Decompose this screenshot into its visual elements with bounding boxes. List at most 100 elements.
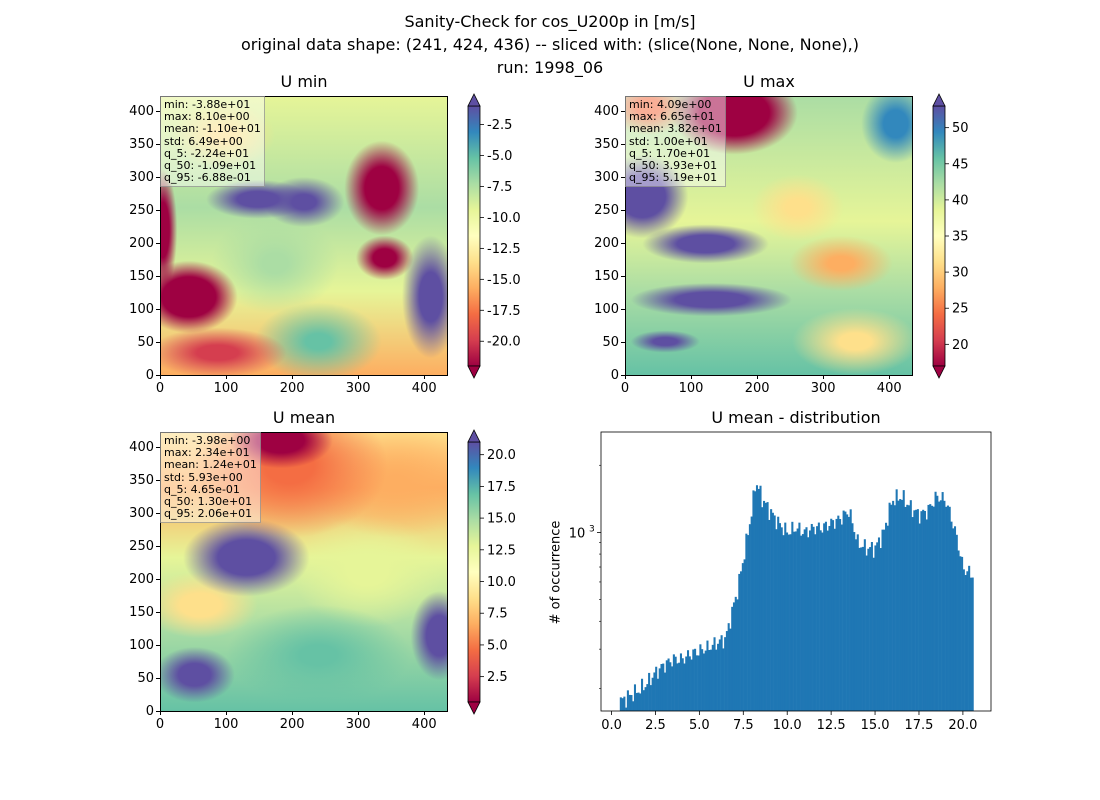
hist-bar [851,523,854,711]
colorbar-extend-max [932,93,946,107]
y-tick-mark [621,209,625,211]
hist-bar [793,531,796,711]
y-tick-mark [621,308,625,310]
hist-bar [824,521,827,711]
colorbar-tick-label: 15.0 [487,512,516,527]
hist-bar [915,509,918,711]
hist-bar [674,656,677,711]
hist-bar [950,521,953,711]
hist-frame [600,431,992,712]
hist-bar [899,499,902,711]
umax-stat: std: 1.00e+01 [629,134,708,148]
hist-bar [704,650,707,711]
hist-bar [683,663,686,711]
hist-bar [740,571,743,711]
umean-stat: mean: 1.24e+01 [164,458,257,472]
hist-bar [725,631,728,711]
hist-bar [706,640,709,711]
hist-x-tick-label: 15.0 [861,718,890,733]
colorbar-tick-label: -5.0 [487,149,512,164]
hist-bar [750,516,753,711]
hist-bar [722,648,725,711]
hist-bar [635,692,638,711]
x-tick-mark [159,711,161,715]
hist-bar [803,529,806,711]
hist-bar [826,530,829,711]
hist-bar [619,697,622,711]
hist-bar [945,506,948,711]
hist-bar [856,534,859,711]
hist-bar [734,596,737,711]
colorbar-tick-label: -7.5 [487,180,512,195]
umean-title: U mean [272,408,336,427]
colorbar-tick-label: -2.5 [487,118,512,133]
y-tick-label: 250 [594,202,619,218]
hist-bar [741,563,744,711]
umin-stat: q_95: -6.88e-01 [164,171,251,185]
hist-x-tick-label: 2.5 [645,718,666,733]
x-tick-label: 400 [411,381,437,396]
x-tick-label: 100 [213,717,239,732]
hist-bar [957,550,960,711]
hist-bar [831,520,835,711]
x-tick-mark [756,375,758,379]
hist-bar [863,539,866,711]
hist-bar [665,660,668,711]
hist-bar [791,521,794,711]
hist-bar [672,654,675,711]
hist-bar [628,694,631,711]
hist-bar [837,515,840,711]
y-tick-mark [156,111,160,113]
colorbar-tick-label: 10.0 [487,575,516,590]
hist-bar [904,506,907,711]
hist-bar [812,526,815,711]
hist-bar [773,515,776,711]
y-tick-label: 50 [137,334,154,350]
x-tick-mark [690,375,692,379]
hist-bar [642,690,645,711]
hist-bar [854,539,858,711]
hist-x-tick-label: 20.0 [948,718,977,733]
colorbar-extend-min [932,365,946,379]
hist-bar [860,547,863,711]
hist-bar [717,643,720,711]
hist-bar [872,557,875,711]
hist-bar [847,516,850,711]
hist-bar [844,511,847,711]
hist-bar [858,547,861,711]
hist-bar [768,519,771,711]
hist-x-tick-label: 17.5 [904,718,933,733]
umax-stat: q_5: 1.70e+01 [629,146,711,160]
umax-stats-box: min: 4.09e+00 max: 6.65e+01 mean: 3.82e+… [625,96,726,188]
hist-bar [626,690,629,711]
umean-heatmap [160,432,448,711]
hist-bar [694,648,697,711]
hist-bar [764,502,767,711]
umean-stat: max: 2.34e+01 [164,446,250,460]
hist-bar [890,504,893,711]
hist-y-tick-exponent: 3 [589,524,595,534]
x-tick-label: 100 [678,381,704,396]
umean-stat: std: 5.93e+00 [164,470,243,484]
hist-bar [968,565,971,711]
hist-bar [932,506,935,711]
hist-bar [658,668,661,711]
y-tick-label: 400 [129,104,154,120]
y-tick-label: 100 [129,301,154,317]
hist-bar [780,527,783,711]
hist-bar [869,547,872,711]
x-tick-mark [291,711,293,715]
hist-bar [929,504,932,711]
x-tick-mark [822,375,824,379]
hist-bar [862,546,865,711]
hist-bar [966,571,969,711]
hist-bar [718,639,721,711]
hist-bar [681,658,684,711]
hist-bar [736,599,739,711]
hist-bar [754,491,757,711]
hist-bar [800,535,803,711]
hist-bar [885,522,888,711]
umin-stat: mean: -1.10e+01 [164,122,261,136]
colorbar-gradient [467,441,481,703]
hist-bar [938,501,941,711]
